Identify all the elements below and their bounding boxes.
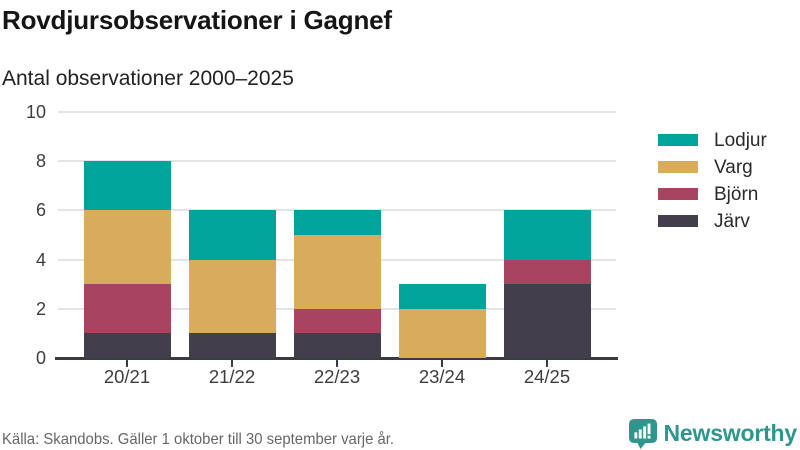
x-tick-label: 21/22	[208, 366, 256, 387]
bar-20/21	[83, 161, 171, 358]
y-axis: 0 2 4 6 8 10	[0, 102, 46, 368]
source-note: Källa: Skandobs. Gäller 1 oktober till 3…	[2, 431, 395, 448]
legend-swatch	[658, 188, 698, 200]
x-tick-label: 23/24	[418, 366, 466, 387]
newsworthy-logo: Newsworthy	[628, 418, 798, 449]
y-tick-label: 8	[35, 151, 46, 172]
y-tick-label: 4	[35, 249, 46, 270]
legend-item-järv: Järv	[658, 212, 767, 231]
gridline-y-10	[58, 111, 616, 113]
legend-item-lodjur: Lodjur	[658, 131, 767, 150]
bar-segment-varg	[293, 235, 381, 309]
bar-segment-lodjur	[398, 284, 486, 309]
legend-label: Lodjur	[714, 129, 767, 151]
bar-24/25	[503, 210, 591, 358]
x-axis-line	[55, 356, 618, 360]
bar-segment-björn	[83, 284, 171, 334]
y-tick-label: 6	[35, 200, 46, 221]
legend-label: Björn	[714, 183, 759, 205]
bar-22/23	[293, 210, 381, 358]
x-tick	[126, 360, 128, 367]
newsworthy-icon	[628, 418, 657, 449]
chart-subtitle: Antal observationer 2000–2025	[2, 67, 294, 90]
bar-segment-varg	[188, 259, 276, 334]
x-tick-label: 22/23	[313, 366, 361, 387]
bar-23/24	[398, 284, 486, 358]
legend-label: Järv	[714, 210, 750, 232]
bar-segment-lodjur	[503, 210, 591, 260]
chart-title: Rovdjursobservationer i Gagnef	[2, 5, 392, 35]
legend-swatch	[658, 215, 698, 227]
bar-segment-björn	[503, 259, 591, 285]
bar-segment-lodjur	[188, 210, 276, 260]
legend-label: Varg	[714, 156, 753, 178]
bar-segment-järv	[83, 333, 171, 358]
legend: Lodjur Varg Björn Järv	[658, 131, 767, 242]
bar-segment-järv	[293, 333, 381, 358]
legend-item-varg: Varg	[658, 158, 767, 177]
y-tick-label: 0	[35, 348, 46, 368]
bar-segment-varg	[83, 210, 171, 285]
newsworthy-wordmark: Newsworthy	[663, 420, 798, 446]
plot-area: 20/21 21/22 22/23 23/24 24/25	[55, 111, 618, 387]
gridline-y-8	[58, 160, 616, 163]
bar-21/22	[188, 210, 276, 358]
bar-segment-björn	[293, 308, 381, 334]
gridline-y-6	[58, 209, 616, 212]
legend-swatch	[658, 134, 698, 146]
x-tick	[336, 360, 338, 367]
x-tick	[231, 360, 233, 367]
bar-segment-järv	[188, 333, 276, 358]
x-tick	[546, 360, 548, 367]
bar-segment-lodjur	[293, 210, 381, 236]
legend-swatch	[658, 161, 698, 173]
x-tick-label: 20/21	[103, 366, 151, 387]
x-tick-label: 24/25	[523, 366, 571, 387]
y-tick-label: 2	[35, 298, 46, 319]
y-tick-label: 10	[25, 102, 46, 122]
bar-segment-lodjur	[83, 161, 171, 211]
bar-segment-varg	[398, 308, 486, 358]
legend-item-björn: Björn	[658, 185, 767, 204]
bar-segment-järv	[503, 284, 591, 358]
x-tick	[441, 360, 443, 367]
